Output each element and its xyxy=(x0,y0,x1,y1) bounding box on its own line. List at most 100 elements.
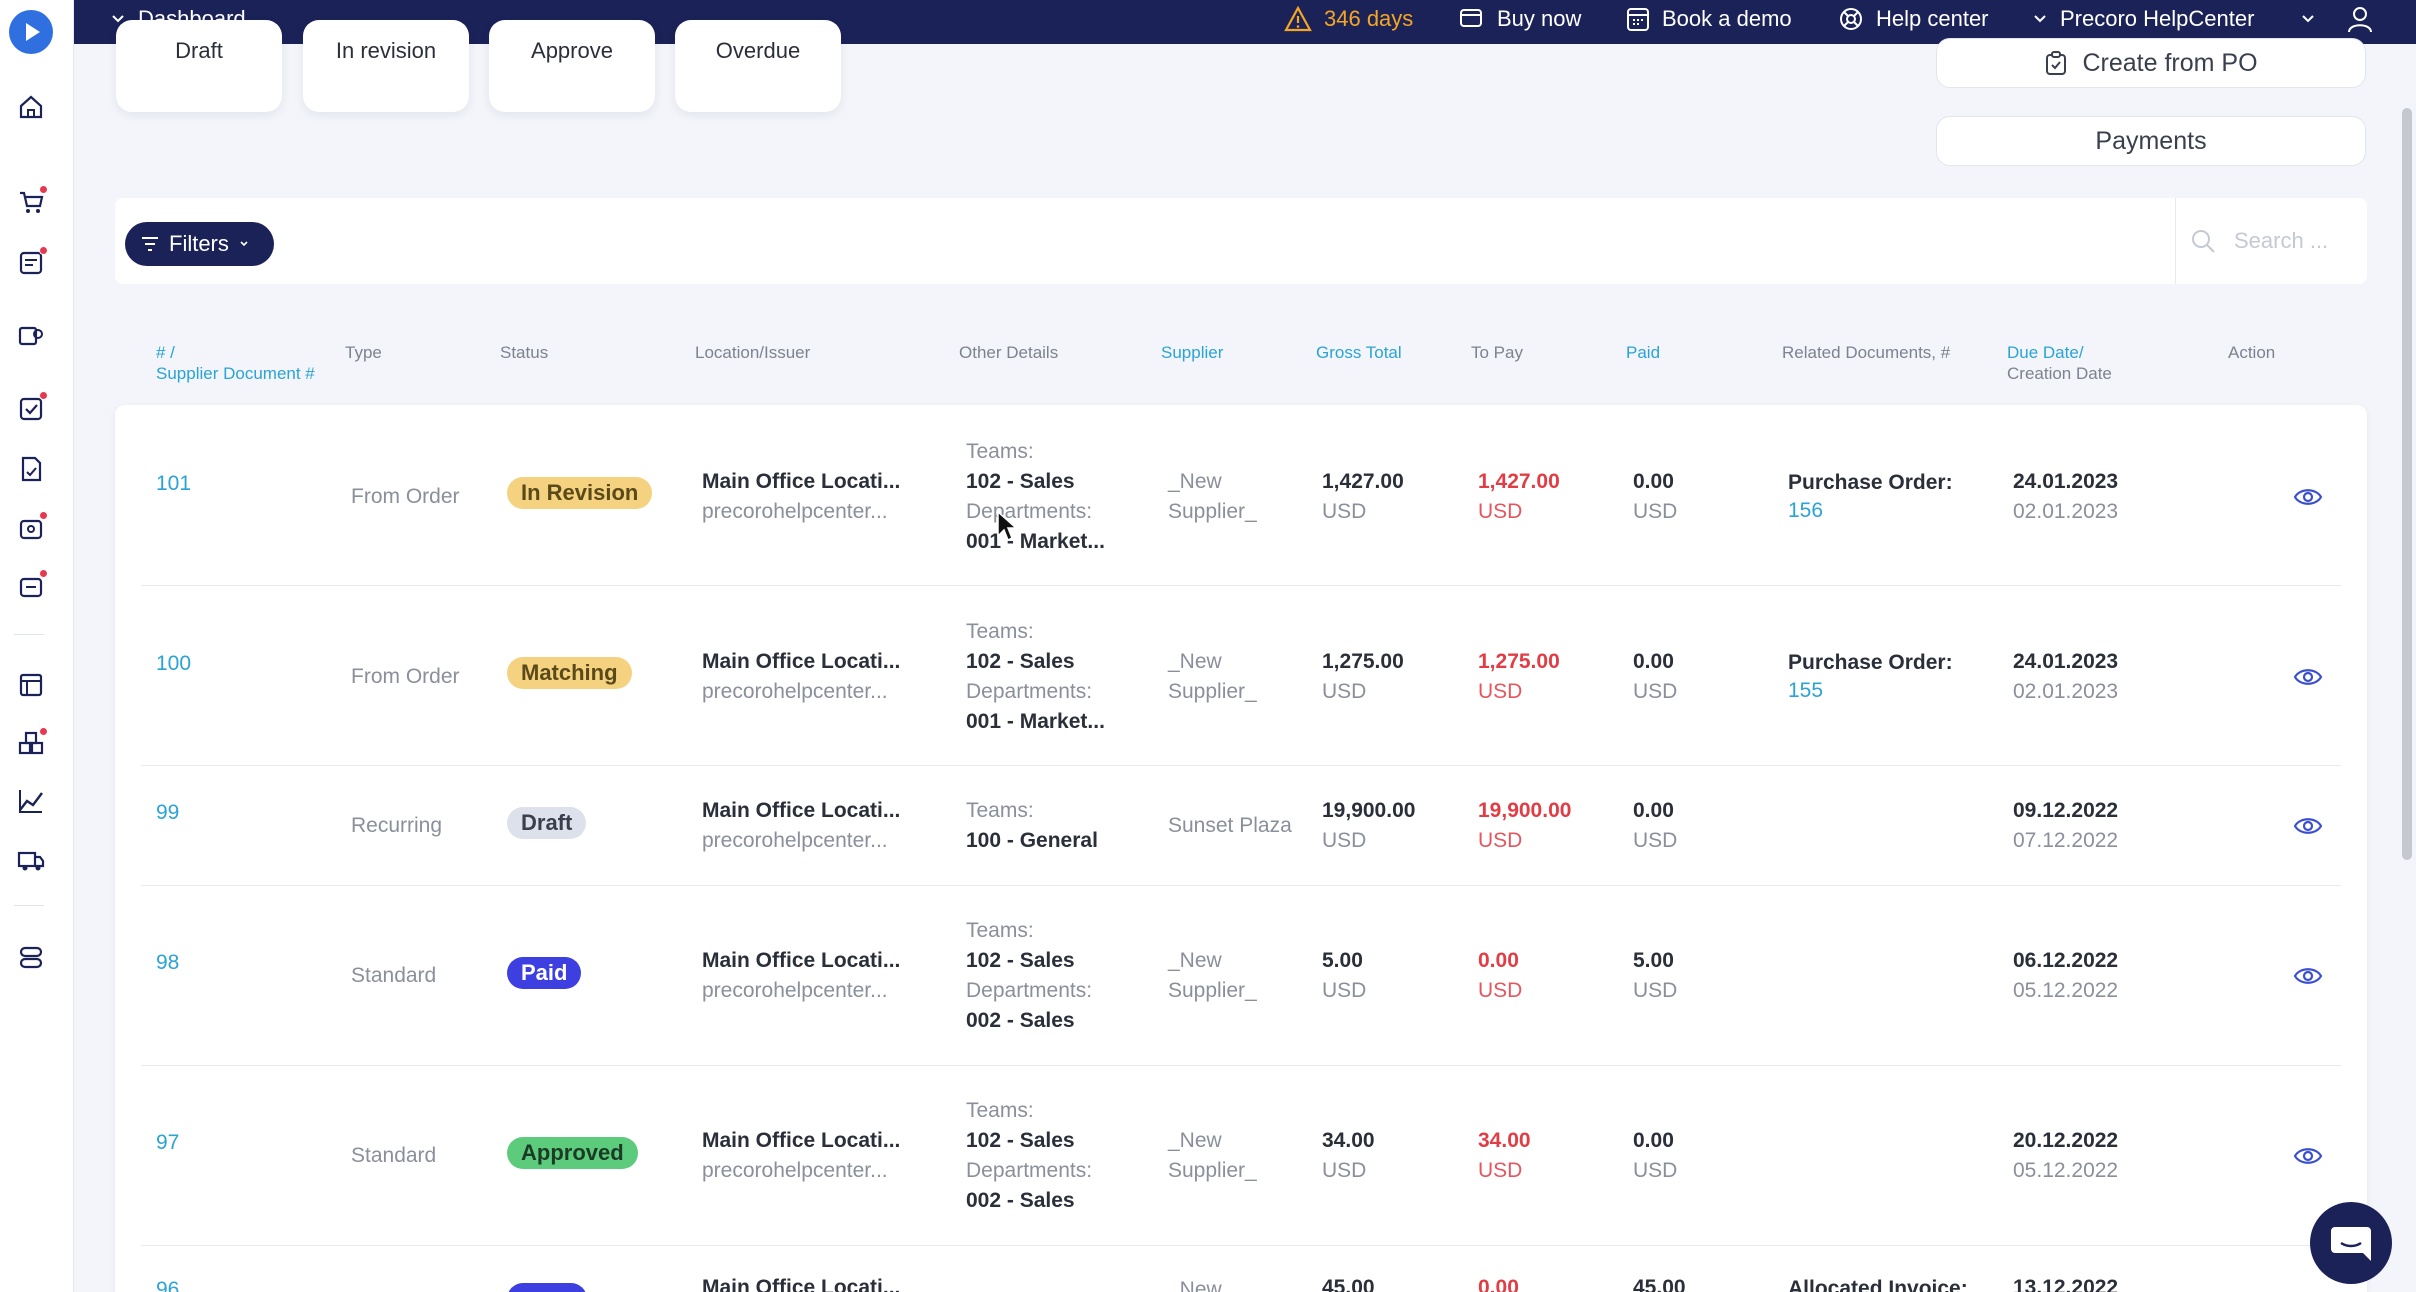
to-pay-amount: 34.00 xyxy=(1478,1129,1531,1152)
invoice-number-link[interactable]: 96 xyxy=(156,1278,180,1292)
supplier-name-line2: Supplier_ xyxy=(1168,500,1257,523)
filters-button[interactable]: Filters xyxy=(125,222,274,266)
help-center-button[interactable]: Help center xyxy=(1838,0,1989,37)
gross-total: 1,427.00 xyxy=(1322,470,1404,493)
header-gross-total[interactable]: Gross Total xyxy=(1316,343,1402,362)
teams-label: Teams: xyxy=(966,440,1034,463)
gross-total: 19,900.00 xyxy=(1322,799,1416,822)
supplier-name: _New xyxy=(1168,650,1222,673)
user-menu[interactable] xyxy=(2300,0,2374,37)
trial-warning[interactable]: 346 days xyxy=(1284,0,1413,37)
book-demo-button[interactable]: Book a demo xyxy=(1626,0,1792,37)
paid-amount: 0.00 xyxy=(1633,650,1674,673)
row-divider xyxy=(141,885,2341,886)
payments-icon[interactable] xyxy=(14,511,48,545)
header-due-date[interactable]: Due Date/ Creation Date xyxy=(2007,342,2112,384)
view-eye-icon[interactable] xyxy=(2293,482,2323,512)
status-card-approve[interactable]: Approve xyxy=(489,20,655,112)
invoice-number-link[interactable]: 98 xyxy=(156,951,180,974)
creation-date: 02.01.2023 xyxy=(2013,680,2119,703)
to-pay-currency: USD xyxy=(1478,500,1523,523)
header-paid[interactable]: Paid xyxy=(1626,343,1661,362)
status-card-in-revision[interactable]: In revision xyxy=(303,20,469,112)
invoice-type: Standard xyxy=(351,964,437,987)
header-supplier[interactable]: Supplier xyxy=(1161,343,1224,362)
delivery-icon[interactable] xyxy=(14,843,48,877)
chat-button[interactable] xyxy=(2310,1202,2392,1284)
gross-total: 1,275.00 xyxy=(1322,650,1404,673)
table-row[interactable]: 100 From Order Matching Main Office Loca… xyxy=(115,585,2367,765)
related-document-link[interactable]: 156 xyxy=(1788,499,1824,522)
to-pay-currency: USD xyxy=(1478,1159,1523,1182)
invoice-number-link[interactable]: 101 xyxy=(156,472,192,495)
due-date: 20.12.2022 xyxy=(2013,1129,2119,1152)
invoice-type: From Order xyxy=(351,485,460,508)
paid-currency: USD xyxy=(1633,829,1678,852)
teams-value: 100 - General xyxy=(966,829,1098,852)
location-name: Main Office Locati... xyxy=(702,1276,901,1292)
precoro-logo[interactable] xyxy=(9,10,53,54)
to-pay-currency: USD xyxy=(1478,979,1523,1002)
budgets-icon[interactable] xyxy=(14,668,48,702)
purchase-order-icon[interactable] xyxy=(14,246,48,280)
scrollbar-thumb[interactable] xyxy=(2402,108,2412,860)
payments-button[interactable]: Payments xyxy=(1936,116,2366,166)
filter-icon xyxy=(142,237,158,251)
table-row[interactable]: 96 Main Office Locati... _New 45.00 0.00… xyxy=(115,1245,2367,1292)
view-eye-icon[interactable] xyxy=(2293,961,2323,991)
to-pay-amount: 19,900.00 xyxy=(1478,799,1572,822)
creation-date: 05.12.2022 xyxy=(2013,1159,2119,1182)
supplier-name: Sunset Plaza xyxy=(1168,814,1292,837)
view-eye-icon[interactable] xyxy=(2293,1141,2323,1171)
supplier-name-line2: Supplier_ xyxy=(1168,1159,1257,1182)
company-switcher[interactable]: Precoro HelpCenter xyxy=(2032,0,2254,37)
buy-now-button[interactable]: Buy now xyxy=(1459,0,1581,37)
invoice-number-link[interactable]: 100 xyxy=(156,652,192,675)
analytics-icon[interactable] xyxy=(14,784,48,818)
invoice-number-link[interactable]: 99 xyxy=(156,801,180,824)
status-badge: Draft xyxy=(507,807,587,839)
table-row[interactable]: 101 From Order In Revision Main Office L… xyxy=(115,405,2367,585)
home-icon[interactable] xyxy=(14,90,48,124)
create-from-po-button[interactable]: Create from PO xyxy=(1936,38,2366,88)
location-name: Main Office Locati... xyxy=(702,799,901,822)
header-number[interactable]: # / Supplier Document # xyxy=(156,342,315,384)
search-input[interactable] xyxy=(2234,228,2354,254)
inventory-icon[interactable] xyxy=(14,727,48,761)
settings-toggle-icon[interactable] xyxy=(14,940,48,974)
table-row[interactable]: 99 Recurring Draft Main Office Locati...… xyxy=(115,765,2367,885)
invoices-icon[interactable] xyxy=(14,452,48,486)
card-icon xyxy=(1460,8,1482,27)
purchase-requisition-icon[interactable] xyxy=(14,185,48,219)
teams-value: 102 - Sales xyxy=(966,650,1075,673)
supplier-name: _New xyxy=(1168,1129,1222,1152)
receipts-icon[interactable] xyxy=(14,391,48,425)
suppliers-icon[interactable] xyxy=(14,318,48,352)
buy-now-label: Buy now xyxy=(1497,5,1582,31)
view-eye-icon[interactable] xyxy=(2293,811,2323,841)
invoice-number-link[interactable]: 97 xyxy=(156,1131,180,1154)
calendar-icon xyxy=(1627,7,1649,31)
header-action: Action xyxy=(2228,343,2276,362)
status-card-draft[interactable]: Draft xyxy=(116,20,282,112)
gross-currency: USD xyxy=(1322,829,1367,852)
creation-date: 07.12.2022 xyxy=(2013,829,2119,852)
invoice-type: Standard xyxy=(351,1144,437,1167)
notification-dot xyxy=(39,185,48,194)
row-divider xyxy=(141,1245,2341,1246)
related-document-label: Purchase Order: xyxy=(1788,651,1953,674)
company-name: Precoro HelpCenter xyxy=(2060,5,2255,31)
paid-amount: 0.00 xyxy=(1633,799,1674,822)
status-card-overdue[interactable]: Overdue xyxy=(675,20,841,112)
paid-amount: 5.00 xyxy=(1633,949,1674,972)
gross-total: 5.00 xyxy=(1322,949,1363,972)
departments-value: 002 - Sales xyxy=(966,1189,1075,1212)
table-row[interactable]: 98 Standard Paid Main Office Locati... p… xyxy=(115,885,2367,1065)
status-badge: Matching xyxy=(507,657,632,689)
due-date: 24.01.2023 xyxy=(2013,650,2119,673)
expenses-icon[interactable] xyxy=(14,569,48,603)
table-row[interactable]: 97 Standard Approved Main Office Locati.… xyxy=(115,1065,2367,1245)
view-eye-icon[interactable] xyxy=(2293,662,2323,692)
related-document-link[interactable]: 155 xyxy=(1788,679,1824,702)
book-demo-label: Book a demo xyxy=(1662,5,1792,31)
